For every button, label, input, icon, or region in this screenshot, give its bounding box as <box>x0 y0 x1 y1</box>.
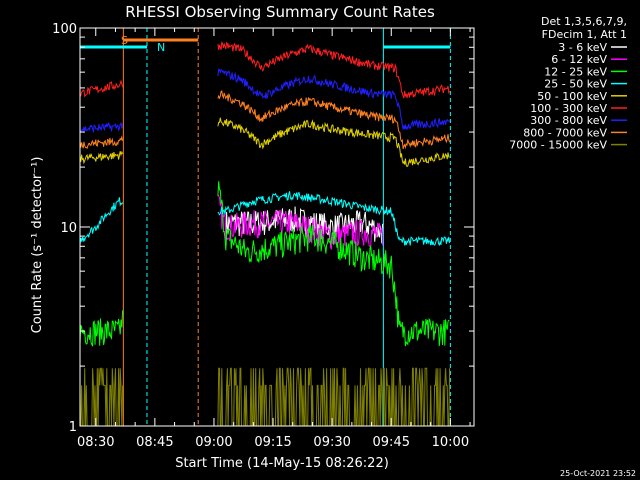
plot-background <box>80 28 474 426</box>
x-axis-label: Start Time (14-May-15 08:26:22) <box>175 456 389 471</box>
x-tick-label: 09:30 <box>313 435 350 450</box>
series-layer <box>79 41 451 427</box>
y-axis-label: Count Rate (s⁻¹ detector⁻¹) <box>30 157 45 334</box>
series-line <box>79 90 451 150</box>
timestamp: 25-Oct-2021 23:52 <box>560 469 636 478</box>
series-line <box>79 41 451 99</box>
legend-label: 50 - 100 keV <box>537 90 607 103</box>
annotation-n: N <box>157 41 165 54</box>
x-tick-label: 08:45 <box>136 435 173 450</box>
legend-header-1: Det 1,3,5,6,7,9, <box>541 15 627 28</box>
y-tick-label: 1 <box>69 420 77 435</box>
y-tick-label: 100 <box>52 22 77 37</box>
legend-label: 100 - 300 keV <box>530 102 607 115</box>
series-line <box>79 68 451 134</box>
y-tick-label: 10 <box>60 221 77 236</box>
legend-label: 12 - 25 keV <box>544 65 607 78</box>
legend-label: 3 - 6 keV <box>558 41 607 54</box>
series-line <box>217 195 384 250</box>
x-axis: 08:30 08:45 09:00 09:15 09:30 09:45 10:00 <box>77 28 471 450</box>
x-tick-label: 09:15 <box>254 435 291 450</box>
x-tick-label: 09:45 <box>373 435 410 450</box>
y-axis: 1 10 100 <box>52 22 474 435</box>
series-line <box>225 206 384 244</box>
legend-label: 7000 - 15000 keV <box>509 139 607 152</box>
legend-header-2: FDecim 1, Att 1 <box>542 28 627 41</box>
x-tick-label: 09:00 <box>195 435 232 450</box>
x-tick-label: 08:30 <box>77 435 114 450</box>
legend-label: 6 - 12 keV <box>551 53 607 66</box>
x-tick-label: 10:00 <box>432 435 469 450</box>
annotation-s: S <box>121 34 128 47</box>
chart-title: RHESSI Observing Summary Count Rates <box>125 3 435 21</box>
legend-label: 25 - 50 keV <box>544 78 607 91</box>
legend-label: 300 - 800 keV <box>530 114 607 127</box>
series-line <box>79 191 451 247</box>
series-line <box>79 117 450 168</box>
series-line <box>79 181 450 347</box>
legend-label: 800 - 7000 keV <box>523 126 607 139</box>
